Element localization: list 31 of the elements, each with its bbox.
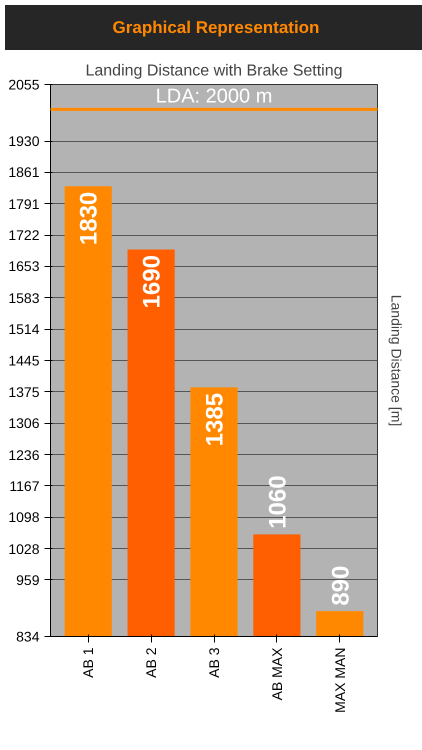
x-tick-label: AB 3 [206, 647, 222, 678]
data-label: 890 [327, 566, 354, 606]
text: Graphical Representation [112, 17, 320, 39]
data-label: 1830 [76, 192, 103, 246]
ref-line-label: LDA: 2000 m [156, 85, 272, 108]
y-tick-label: 1514 [8, 321, 40, 338]
y-tick-label: 1653 [8, 258, 40, 274]
y-tick-label: 1375 [8, 384, 40, 400]
y-tick-label: 1861 [8, 164, 40, 180]
x-tick-label: AB 2 [143, 647, 160, 678]
y-tick-label: 1306 [8, 415, 40, 432]
x-tick-label: AB 1 [80, 647, 96, 678]
y-tick-label: 2055 [8, 76, 40, 92]
y-tick-label: 1722 [8, 227, 40, 244]
y-tick-label: 1583 [8, 290, 40, 306]
y-tick-label: 1791 [8, 196, 40, 212]
x-tick-label: MAX MAN [332, 647, 348, 713]
y-tick-label: 1098 [8, 509, 40, 526]
y-axis-title: Landing Distance [m] [388, 294, 404, 426]
x-tick-label: AB MAX [268, 646, 285, 700]
data-label: 1060 [264, 475, 292, 529]
y-tick-label: 959 [16, 572, 40, 588]
chart-title: Landing Distance with Brake Setting [85, 62, 343, 80]
data-label: 1690 [138, 255, 166, 308]
y-tick-label: 1028 [8, 540, 40, 557]
data-label: 1385 [202, 392, 228, 446]
y-tick-label: 1930 [8, 133, 40, 150]
y-tick-label: 1167 [9, 478, 40, 494]
y-tick-label: 1445 [8, 352, 40, 368]
y-tick-label: 834 [16, 628, 40, 644]
y-tick-label: 1236 [8, 446, 40, 463]
